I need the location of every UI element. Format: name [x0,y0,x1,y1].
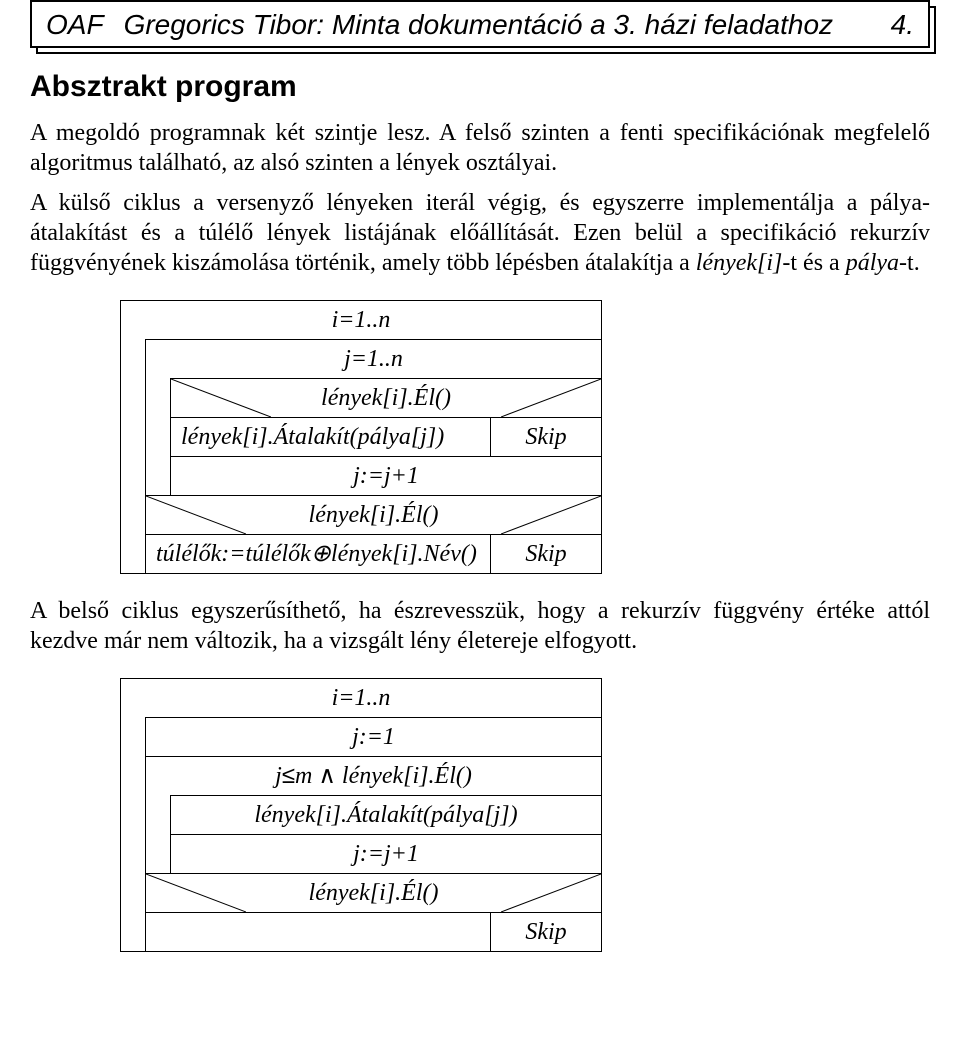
d2-cond-then [146,913,491,951]
d1-cond2-head: lények[i].Él() [146,496,601,534]
header-left: OAF [46,7,124,42]
d2-outer-body: j:=1 j≤m ∧ lények[i].Él() lények[i].Átal… [145,717,601,951]
d2-while-a: j [275,763,282,789]
paragraph-1b-mid1: -t és a [782,250,845,276]
d1-cond1-else: Skip [491,418,601,456]
d2-while-body: lények[i].Átalakít(pálya[j]) j:=j+1 [170,795,601,873]
d2-outer-loop: i=1..n [121,679,601,717]
d2-init: j:=1 [146,718,601,756]
d1-cond1: lények[i].Él() lények[i].Átalakít(pálya[… [171,379,601,456]
d2-while-b: m [295,763,318,789]
d1-cond1-then: lények[i].Átalakít(pálya[j]) [171,418,491,456]
struktogram-1: i=1..n j=1..n lények[i].Él() lények[i].Á… [120,300,602,574]
paragraph-1a: A megoldó programnak két szintje lesz. A… [30,118,930,178]
header-title: Gregorics Tibor: Minta dokumentáció a 3.… [124,7,871,42]
d2-while-c: lények[i].Él() [336,763,472,789]
d2-while-and: ∧ [318,762,336,789]
d2-cond: lények[i].Él() Skip [146,873,601,951]
struktogram-2: i=1..n j:=1 j≤m ∧ lények[i].Él() lények[… [120,678,602,952]
d1-inner-loop: j=1..n [146,340,601,378]
d1-cond1-head-text: lények[i].Él() [321,385,451,411]
paragraph-2: A belső ciklus egyszerűsíthető, ha észre… [30,596,930,656]
d1-outer-loop: i=1..n [121,301,601,339]
d1-cond2-head-text: lények[i].Él() [309,502,439,528]
section-heading: Absztrakt program [30,68,930,106]
d1-cond2: lények[i].Él() túlélők:=túlélők⊕lények[i… [146,495,601,573]
d1-inner-body: lények[i].Él() lények[i].Átalakít(pálya[… [170,378,601,495]
page-header: OAF Gregorics Tibor: Minta dokumentáció … [30,0,930,48]
d2-cond-head: lények[i].Él() [146,874,601,912]
d1-inc: j:=j+1 [171,456,601,495]
d1-cond1-head: lények[i].Él() [171,379,601,417]
d2-body1: lények[i].Átalakít(pálya[j]) [171,796,601,834]
d2-while-le: ≤ [282,762,295,789]
paragraph-1b: A külső ciklus a versenyző lényeken iter… [30,188,930,278]
d2-cond-else: Skip [491,913,601,951]
paragraph-1b-it1: lények[i] [696,250,783,276]
d1-cond2-else: Skip [491,535,601,573]
d2-inc: j:=j+1 [171,834,601,873]
d2-cond-head-text: lények[i].Él() [309,880,439,906]
d1-outer-body: j=1..n lények[i].Él() lények[i].Átalakít… [145,339,601,573]
header-page-number: 4. [871,7,914,42]
d1-cond2-then: túlélők:=túlélők⊕lények[i].Név() [146,535,491,573]
paragraph-1b-mid2: -t. [899,250,920,276]
paragraph-1b-it2: pálya [846,250,899,276]
d2-while-head: j≤m ∧ lények[i].Él() [146,756,601,795]
